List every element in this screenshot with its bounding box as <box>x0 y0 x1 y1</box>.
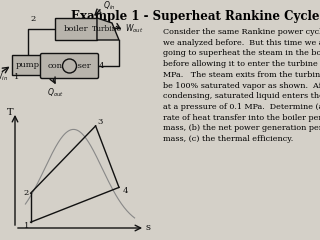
Text: 4: 4 <box>99 62 105 70</box>
Text: condenser: condenser <box>48 62 92 70</box>
Text: $Q_{out}$: $Q_{out}$ <box>47 87 64 99</box>
FancyBboxPatch shape <box>41 54 99 78</box>
Text: $W_{out}$: $W_{out}$ <box>125 23 143 35</box>
Text: Example 1 - Superheat Rankine Cycle: Example 1 - Superheat Rankine Cycle <box>71 10 319 23</box>
Text: s: s <box>146 223 150 232</box>
Text: 1: 1 <box>14 73 20 81</box>
FancyBboxPatch shape <box>55 18 97 40</box>
Text: T: T <box>7 108 13 117</box>
Text: 3: 3 <box>95 8 100 16</box>
Text: 3: 3 <box>97 118 102 126</box>
Text: pump: pump <box>16 61 40 69</box>
Text: 1: 1 <box>24 222 29 230</box>
FancyBboxPatch shape <box>12 55 44 75</box>
Text: 4: 4 <box>122 187 128 195</box>
Text: 2: 2 <box>24 189 29 197</box>
Text: Consider the same Rankine power cycle as
we analyzed before.  But this time we a: Consider the same Rankine power cycle as… <box>163 28 320 143</box>
Circle shape <box>62 59 76 73</box>
Text: $W_{in}$: $W_{in}$ <box>0 71 8 83</box>
Text: 2: 2 <box>30 15 35 23</box>
Polygon shape <box>97 18 119 40</box>
Text: Turbine: Turbine <box>92 25 122 33</box>
Text: $Q_{in}$: $Q_{in}$ <box>103 0 116 12</box>
Text: boiler: boiler <box>64 25 88 33</box>
